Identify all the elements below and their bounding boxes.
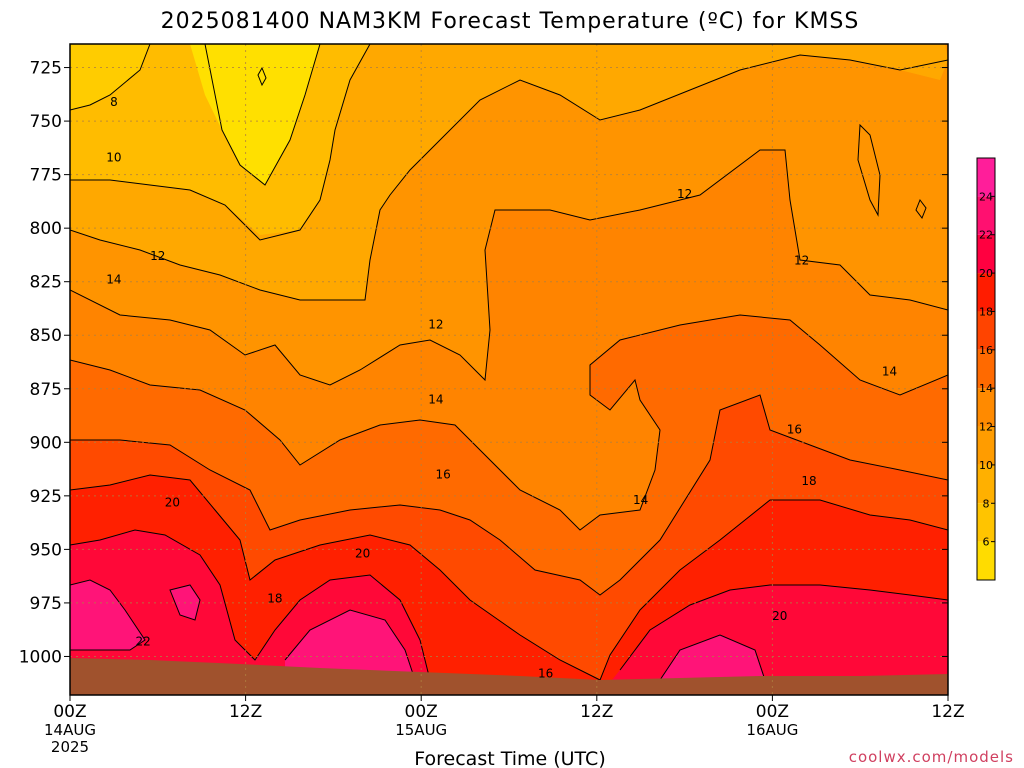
contour-line xyxy=(169,584,201,621)
contour-label: 12 xyxy=(794,253,809,267)
x-date-label: 2025 xyxy=(51,738,89,756)
contour-line xyxy=(70,149,948,386)
colorbar-label: 20 xyxy=(979,267,993,280)
y-tick-label: 775 xyxy=(30,166,62,186)
credit-link[interactable]: coolwx.com/models xyxy=(849,748,1014,766)
contour-label: 12 xyxy=(677,187,692,201)
x-tick-label: 00Z xyxy=(405,702,438,722)
x-tick-label: 00Z xyxy=(756,702,789,722)
grid-lines xyxy=(70,44,948,695)
colorbar-label: 16 xyxy=(979,344,993,357)
contour-lines xyxy=(70,44,948,681)
y-tick-label: 875 xyxy=(30,380,62,400)
contour-label: 16 xyxy=(787,422,802,436)
chart-title: 2025081400 NAM3KM Forecast Temperature (… xyxy=(161,9,860,34)
contour-label: 8 xyxy=(110,95,118,109)
y-tick-label: 850 xyxy=(30,326,62,346)
colorbar-label: 10 xyxy=(979,459,993,472)
colorbar-label: 24 xyxy=(979,190,993,203)
terrain xyxy=(70,658,948,695)
y-tick-label: 725 xyxy=(30,59,62,79)
band-6-8 xyxy=(190,44,320,185)
colorbar-swatch xyxy=(977,464,995,504)
y-tick-label: 900 xyxy=(30,433,62,453)
colorbar-label: 18 xyxy=(979,305,993,318)
x-tick-label: 12Z xyxy=(580,702,613,722)
contour-line xyxy=(915,198,927,220)
colorbar-swatch xyxy=(977,388,995,427)
colorbar-swatch xyxy=(977,311,995,350)
contour-line xyxy=(857,123,881,217)
colorbar: 6 8 10 12 14 16 18 20 22 24 xyxy=(976,157,996,581)
contour-line xyxy=(70,394,948,596)
colorbar-label: 14 xyxy=(979,382,993,395)
contour-label: 18 xyxy=(801,474,816,488)
x-axis-title: Forecast Time (UTC) xyxy=(414,748,605,768)
y-tick-label: 950 xyxy=(30,540,62,560)
colorbar-label: 22 xyxy=(979,229,993,242)
contour-label: 12 xyxy=(428,318,443,332)
contour-line xyxy=(70,44,371,241)
y-axis: 725 750 775 800 825 850 875 900 925 950 975 1000 xyxy=(19,59,948,667)
y-tick-label: 975 xyxy=(30,594,62,614)
contour-line xyxy=(70,44,151,111)
colorbar-label: 8 xyxy=(983,497,990,510)
colorbar-swatch xyxy=(977,196,995,235)
contour-label: 16 xyxy=(538,667,553,681)
contour-line xyxy=(204,44,321,186)
contour-label: 14 xyxy=(882,365,897,379)
y-tick-label: 1000 xyxy=(19,647,62,667)
contour-line xyxy=(70,579,146,651)
y-tick-label: 925 xyxy=(30,487,62,507)
colorbar-swatch xyxy=(977,503,995,542)
x-tick-label: 12Z xyxy=(931,702,964,722)
contour-line xyxy=(659,634,766,681)
colorbar-swatch xyxy=(977,541,995,580)
y-tick-label: 800 xyxy=(30,219,62,239)
colorbar-frame xyxy=(976,157,996,581)
colorbar-label: 12 xyxy=(979,421,993,434)
contour-line xyxy=(284,609,416,681)
band-24-plus xyxy=(70,580,765,680)
x-tick-label: 12Z xyxy=(229,702,262,722)
contour-labels: 8 10 12 14 12 14 16 20 20 18 22 14 12 12 16 18 20 14 16 xyxy=(106,95,897,681)
colorbar-swatch xyxy=(977,273,995,312)
x-tick-label: 00Z xyxy=(53,702,86,722)
contour-line xyxy=(70,474,948,681)
colorbar-label: 6 xyxy=(983,536,990,549)
colorbar-swatch xyxy=(977,234,995,274)
contour-label: 18 xyxy=(267,592,282,606)
contour-label: 16 xyxy=(436,467,451,481)
x-date-label: 14AUG xyxy=(44,721,96,739)
contour-line xyxy=(70,314,948,531)
contour-label: 20 xyxy=(355,547,370,561)
temperature-field xyxy=(70,44,948,695)
x-date-label: 15AUG xyxy=(395,721,447,739)
contour-label: 14 xyxy=(106,273,121,287)
contour-line xyxy=(257,66,267,87)
contour-label: 14 xyxy=(633,493,648,507)
plot-frame xyxy=(69,43,949,696)
colorbar-swatch xyxy=(977,158,995,197)
contour-label: 22 xyxy=(136,634,151,648)
contour-label: 12 xyxy=(150,249,165,263)
contour-line xyxy=(619,584,948,671)
x-date-label: 16AUG xyxy=(746,721,798,739)
band-under-8-left xyxy=(70,44,150,110)
y-tick-label: 825 xyxy=(30,273,62,293)
contour-label: 20 xyxy=(165,495,180,509)
contour-label: 10 xyxy=(106,150,121,164)
colorbar-swatch xyxy=(977,349,995,389)
y-tick-label: 750 xyxy=(30,112,62,132)
contour-label: 14 xyxy=(428,392,443,406)
colorbar-swatch xyxy=(977,426,995,465)
contour-label: 20 xyxy=(772,609,787,623)
contour-line xyxy=(70,529,431,681)
